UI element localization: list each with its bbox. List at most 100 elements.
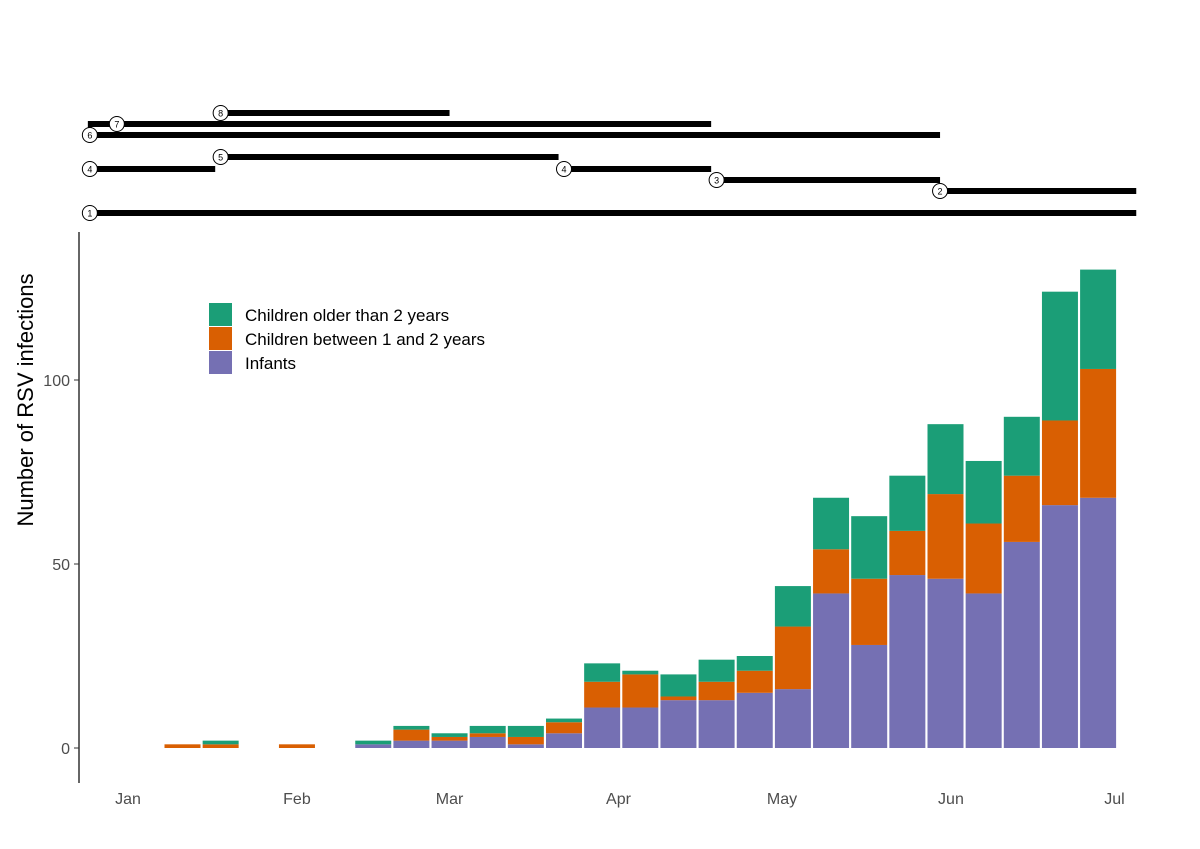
bar-segment-children-older-than-2-years [1080,269,1117,369]
bar-segment-children-older-than-2-years [202,740,239,745]
y-tick-label: 50 [52,557,70,574]
timeline-marker-icon [81,161,98,177]
bar-segment-infants [355,744,392,748]
bar-segment-children-older-than-2-years [774,586,811,627]
timeline-label: 1 [87,209,92,219]
timeline-label: 8 [218,109,223,119]
x-tick-label: Feb [283,791,311,808]
bar-segment-children-older-than-2-years [698,659,735,682]
bar-segment-infants [1003,541,1040,748]
timeline-label: 4 [87,165,92,175]
bar-segment-infants [469,736,506,748]
legend-label: Children between 1 and 2 years [245,330,485,349]
bar-segment-infants [965,593,1002,748]
bar-segment-children-between-1-and-2-years [927,494,964,579]
legend-swatch [209,351,232,374]
bar-segment-children-older-than-2-years [622,670,659,675]
bar-segment-children-older-than-2-years [507,725,544,737]
bar-segment-children-older-than-2-years [736,656,773,671]
bar-segment-infants [698,700,735,748]
bar-segment-children-between-1-and-2-years [622,674,659,708]
bar-segment-infants [393,740,430,748]
bar-segment-children-between-1-and-2-years [1003,475,1040,542]
bar-segment-children-older-than-2-years [1041,291,1078,421]
x-tick-label: Jan [115,791,141,808]
bar-segment-children-between-1-and-2-years [546,722,582,734]
bar-segment-children-between-1-and-2-years [889,530,926,576]
timeline-label: 7 [114,120,119,130]
bar-segment-children-older-than-2-years [546,718,582,723]
timeline-marker-icon [108,116,125,132]
legend-label: Children older than 2 years [245,306,449,325]
bar-segment-children-between-1-and-2-years [584,681,621,708]
timeline-marker-icon [81,205,98,221]
y-tick-label: 100 [43,373,70,390]
bar-segment-children-older-than-2-years [469,725,506,734]
timeline-label: 4 [561,165,566,175]
bar-segment-infants [927,578,964,748]
timeline-segments: 8 7 6 4 5 4 3 2 1 [81,105,1137,221]
timeline-marker-icon [81,127,98,143]
bar-segment-children-older-than-2-years [851,516,888,579]
bar-segment-infants [660,700,697,748]
bar-segment-infants [889,575,926,748]
x-ticks: Jan Feb Mar Apr May Jun Jul [115,791,1125,808]
bar-segment-children-between-1-and-2-years [431,736,468,741]
legend-swatch [209,327,232,350]
bar-segment-children-between-1-and-2-years [469,733,506,737]
bar-segment-infants [507,744,544,748]
bar-segment-children-between-1-and-2-years [164,744,201,748]
timeline-marker-icon [708,172,725,188]
x-tick-label: Mar [436,791,464,808]
bar-segment-children-between-1-and-2-years [202,744,239,748]
bar-segment-children-older-than-2-years [813,497,850,550]
bar-segment-children-between-1-and-2-years [1080,368,1117,498]
y-axis-label: Number of RSV infections [13,273,38,526]
bar-segment-children-between-1-and-2-years [278,744,315,748]
bar-segment-infants [1080,497,1117,748]
bar-segment-children-older-than-2-years [1003,416,1040,476]
bar-segment-children-older-than-2-years [660,674,697,697]
bar-segment-children-older-than-2-years [965,460,1002,524]
timeline-label: 3 [714,176,719,186]
bar-segment-infants [736,692,773,748]
x-tick-label: Jul [1104,791,1124,808]
bars [164,269,1117,748]
bar-segment-infants [584,707,621,748]
legend-swatch [209,303,232,326]
bar-segment-infants [774,689,811,748]
bar-segment-children-older-than-2-years [355,740,392,745]
timeline-marker-icon [212,105,229,121]
bar-segment-infants [622,707,659,748]
legend-label: Infants [245,354,296,373]
bar-segment-children-between-1-and-2-years [660,696,697,701]
bar-segment-children-between-1-and-2-years [813,549,850,594]
timeline-label: 2 [938,187,943,197]
bar-segment-infants [431,740,468,748]
timeline-marker-icon [212,149,229,165]
timeline-marker-icon [556,161,572,177]
bar-segment-children-older-than-2-years [584,663,621,682]
timeline-label: 6 [87,131,92,141]
bar-segment-children-older-than-2-years [927,424,964,495]
bar-segment-children-between-1-and-2-years [698,681,735,701]
bar-segment-children-between-1-and-2-years [1041,420,1078,506]
y-ticks: 0 50 100 [43,373,79,758]
bar-segment-infants [546,733,582,748]
legend: Children older than 2 years Children betw… [209,303,485,374]
bar-segment-children-older-than-2-years [889,475,926,531]
timeline-label: 5 [218,153,223,163]
bar-segment-children-between-1-and-2-years [393,729,430,741]
timeline-marker-icon [932,183,949,199]
bar-segment-infants [851,644,888,748]
x-tick-label: Jun [938,791,964,808]
bar-segment-children-between-1-and-2-years [851,578,888,645]
bar-segment-children-between-1-and-2-years [965,523,1002,594]
bar-segment-infants [813,593,850,748]
x-tick-label: May [767,791,797,808]
bar-segment-children-between-1-and-2-years [507,736,544,745]
x-tick-label: Apr [606,791,632,808]
bar-segment-children-older-than-2-years [431,733,468,737]
bar-segment-children-between-1-and-2-years [736,670,773,693]
